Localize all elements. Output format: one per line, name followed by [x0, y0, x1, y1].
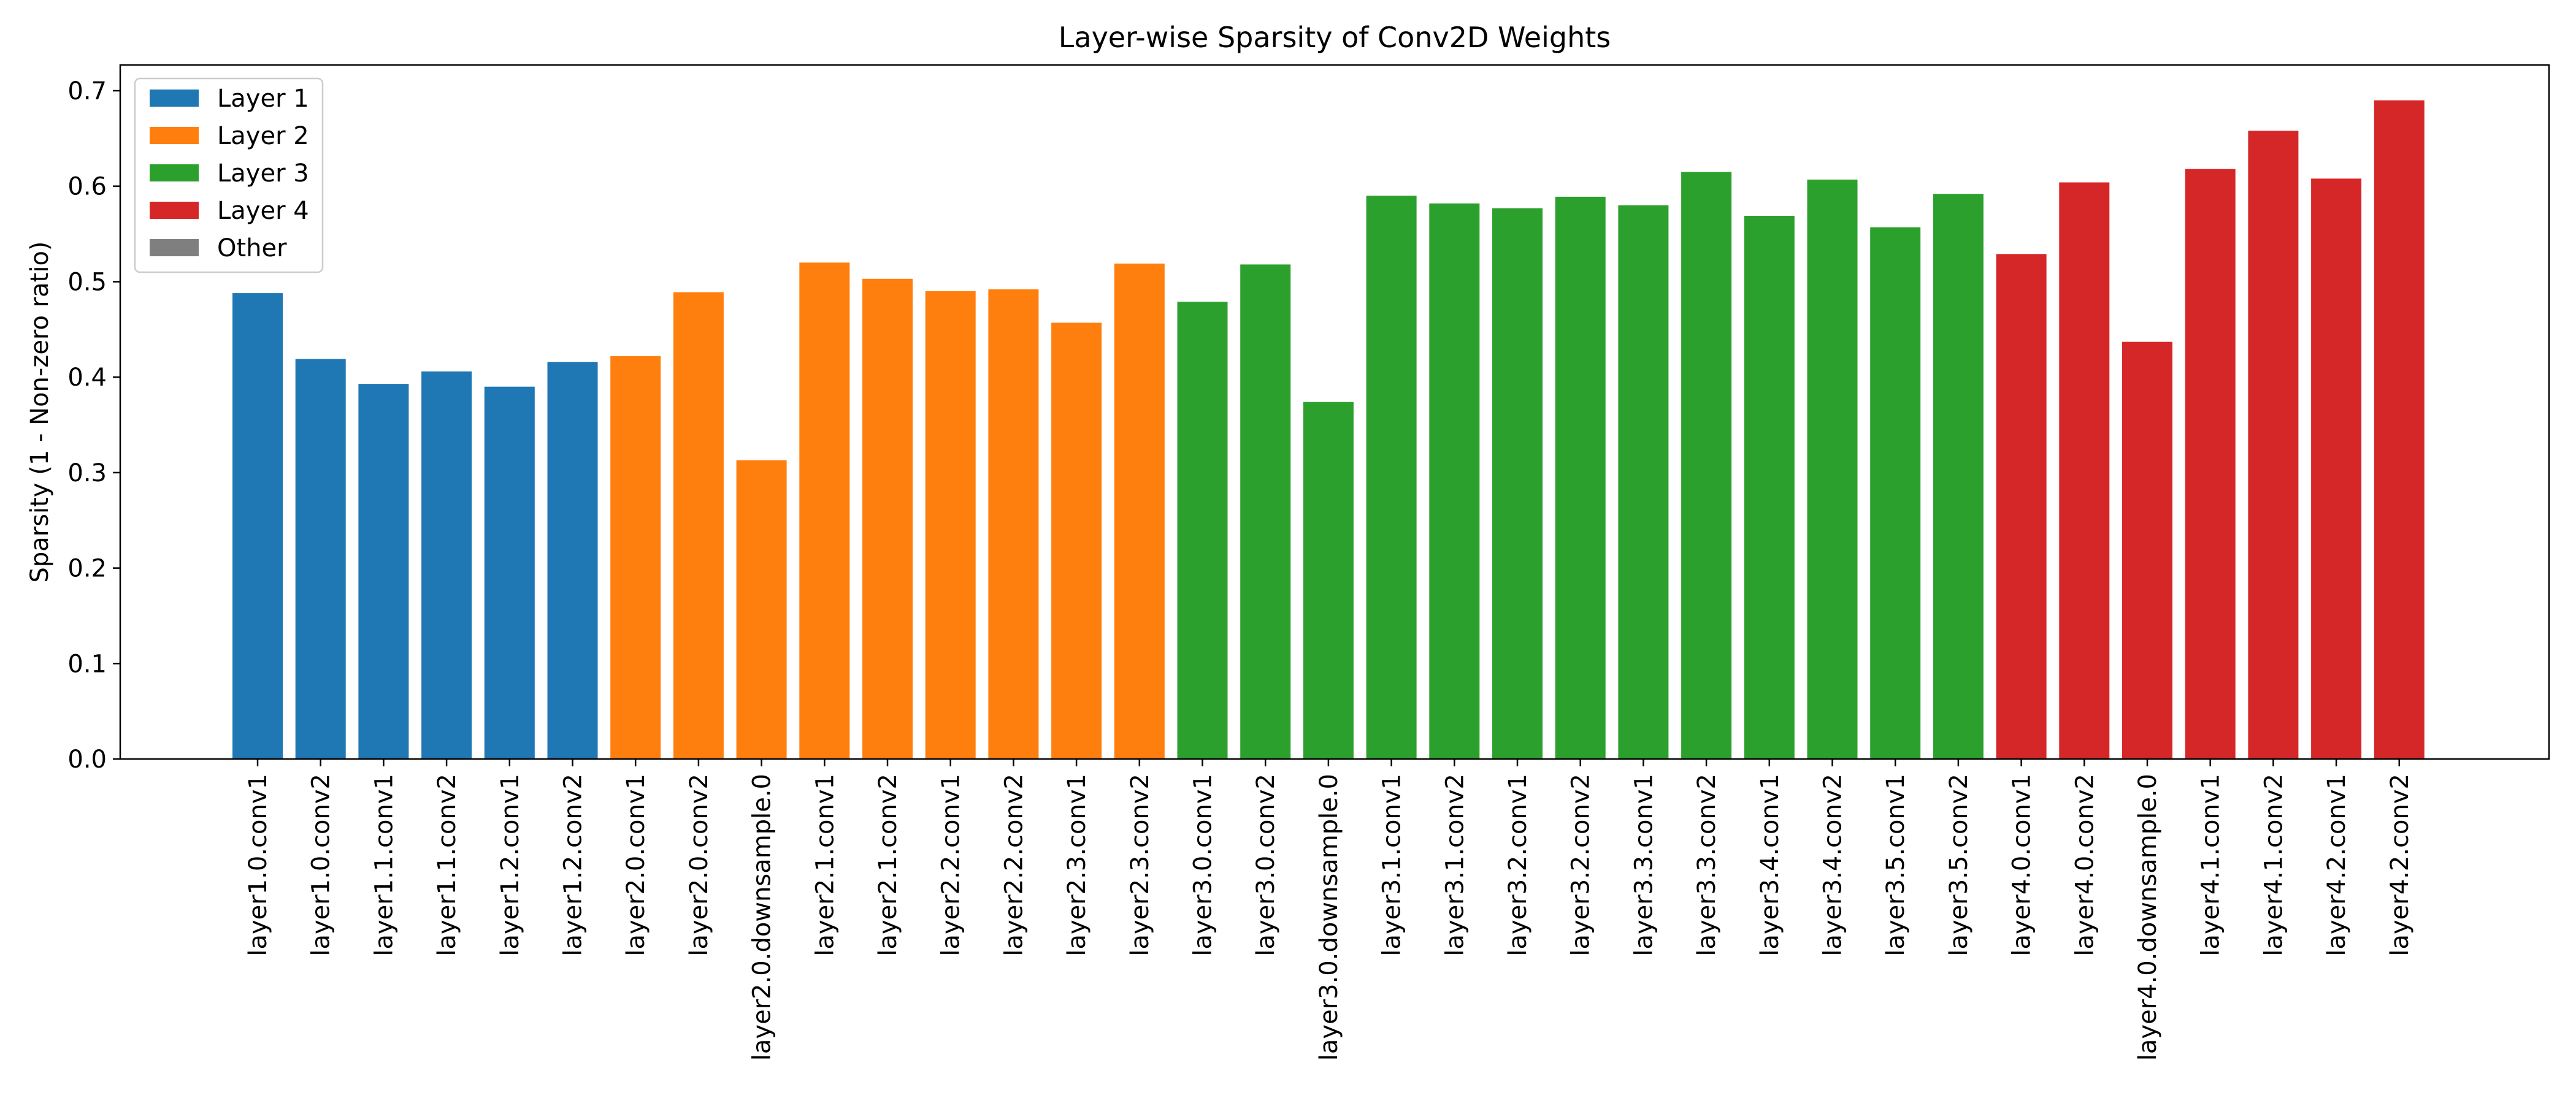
y-tick-label: 0.3 [67, 459, 107, 487]
legend-label: Layer 4 [217, 197, 309, 225]
x-tick-label: layer3.4.conv2 [1819, 774, 1847, 956]
x-tick-label: layer1.1.conv2 [433, 774, 461, 956]
x-tick-label: layer2.1.conv1 [811, 774, 839, 956]
bar-layer2.0.conv2 [673, 292, 724, 760]
y-tick-label: 0.7 [67, 77, 107, 105]
chart-title: Layer-wise Sparsity of Conv2D Weights [1059, 21, 1611, 54]
y-tick-label: 0.4 [67, 364, 107, 392]
y-tick-label: 0.2 [67, 555, 107, 583]
legend-swatch [150, 202, 199, 219]
bar-layer2.1.conv1 [799, 262, 850, 759]
x-tick-label: layer3.1.conv2 [1441, 774, 1469, 956]
x-tick-label: layer2.3.conv2 [1126, 774, 1154, 956]
bar-layer3.2.conv1 [1492, 208, 1543, 760]
bar-layer3.1.conv2 [1429, 203, 1480, 759]
bar-layer3.0.conv2 [1240, 264, 1291, 759]
x-tick-label: layer4.0.conv1 [2008, 774, 2036, 956]
bar-layer1.2.conv1 [484, 386, 535, 759]
bar-layer3.0.conv1 [1177, 302, 1228, 759]
y-tick-label: 0.1 [67, 650, 107, 678]
legend-swatch [150, 164, 199, 181]
bar-layer2.0.downsample.0 [736, 460, 787, 759]
bar-layer2.1.conv2 [862, 278, 913, 759]
legend-swatch [150, 127, 199, 144]
bar-layer3.4.conv2 [1807, 179, 1858, 759]
bar-layer4.2.conv2 [2374, 100, 2425, 760]
x-tick-label: layer2.1.conv2 [874, 774, 902, 956]
bar-layer2.2.conv2 [988, 289, 1039, 759]
bars-layer [232, 100, 2425, 760]
x-tick-label: layer2.0.conv2 [685, 774, 713, 956]
x-tick-label: layer3.1.conv1 [1378, 774, 1406, 956]
bar-layer3.2.conv2 [1555, 196, 1606, 759]
x-tick-label: layer2.2.conv2 [1000, 774, 1028, 956]
y-ticks-layer: 0.0 0.1 0.2 0.3 0.4 0.5 0.6 0.7 [67, 77, 120, 774]
legend-label: Layer 2 [217, 122, 309, 150]
x-tick-label: layer4.2.conv2 [2386, 774, 2414, 956]
bar-layer2.3.conv1 [1051, 322, 1102, 759]
x-tick-label: layer3.4.conv1 [1756, 774, 1784, 956]
y-tick-label: 0.5 [67, 269, 107, 297]
legend-swatch [150, 90, 199, 107]
x-tick-label: layer4.0.downsample.0 [2134, 774, 2162, 1061]
bar-layer1.1.conv1 [358, 384, 409, 759]
bar-layer4.1.conv1 [2185, 169, 2236, 759]
x-tick-label: layer2.0.downsample.0 [748, 774, 776, 1061]
legend-label: Layer 1 [217, 85, 309, 113]
x-tick-label: layer3.0.conv2 [1252, 774, 1280, 956]
x-tick-label: layer3.3.conv2 [1693, 774, 1721, 956]
bar-layer1.2.conv2 [547, 362, 598, 759]
bar-layer4.0.conv2 [2059, 182, 2110, 759]
x-tick-label: layer1.0.conv1 [244, 774, 272, 956]
bar-layer2.2.conv1 [925, 291, 976, 759]
bar-layer4.0.conv1 [1996, 254, 2047, 759]
x-tick-label: layer3.5.conv1 [1882, 774, 1910, 956]
x-tick-label: layer1.2.conv1 [496, 774, 524, 956]
x-tick-label: layer3.0.downsample.0 [1315, 774, 1343, 1061]
y-tick-label: 0.0 [67, 746, 107, 774]
x-tick-label: layer1.1.conv1 [370, 774, 398, 956]
bar-layer1.1.conv2 [421, 371, 472, 759]
bar-layer3.1.conv1 [1366, 196, 1417, 759]
x-tick-label: layer2.2.conv1 [937, 774, 965, 956]
bar-layer1.0.conv2 [295, 359, 346, 759]
bar-layer4.2.conv1 [2311, 178, 2362, 759]
bar-layer2.0.conv1 [610, 356, 661, 759]
plot-frame [119, 64, 2550, 760]
bar-layer3.3.conv1 [1618, 205, 1669, 759]
x-tick-label: layer3.2.conv2 [1567, 774, 1595, 956]
x-tick-label: layer4.1.conv1 [2197, 774, 2225, 956]
x-tick-label: layer4.2.conv1 [2323, 774, 2351, 956]
x-tick-label: layer1.0.conv2 [307, 774, 335, 956]
bar-layer3.3.conv2 [1681, 172, 1732, 759]
legend-swatch [150, 239, 199, 256]
bar-layer3.0.downsample.0 [1303, 402, 1354, 759]
x-ticks-layer: layer1.0.conv1 layer1.0.conv2 layer1.1.con… [244, 759, 2414, 1061]
x-tick-label: layer3.0.conv1 [1189, 774, 1217, 956]
y-tick-label: 0.6 [67, 173, 107, 201]
legend-label: Layer 3 [217, 159, 309, 188]
x-tick-label: layer4.1.conv2 [2260, 774, 2288, 956]
bar-layer1.0.conv1 [232, 293, 283, 760]
legend: Layer 1 Layer 2 Layer 3 Layer 4 Other [134, 77, 324, 273]
bar-layer3.4.conv1 [1744, 216, 1795, 759]
x-tick-label: layer1.2.conv2 [559, 774, 588, 956]
legend-label: Other [217, 234, 287, 262]
bar-layer2.3.conv2 [1114, 263, 1165, 759]
x-tick-label: layer4.0.conv2 [2071, 774, 2099, 956]
bar-layer3.5.conv2 [1933, 194, 1984, 759]
x-tick-label: layer3.5.conv2 [1945, 774, 1973, 956]
x-tick-label: layer3.2.conv1 [1504, 774, 1532, 956]
bar-layer4.0.downsample.0 [2122, 341, 2172, 759]
x-tick-label: layer3.3.conv1 [1630, 774, 1658, 956]
y-axis-label: Sparsity (1 - Non-zero ratio) [26, 241, 54, 582]
bar-layer4.1.conv2 [2248, 131, 2299, 759]
bar-layer3.5.conv1 [1870, 227, 1921, 759]
x-tick-label: layer2.3.conv1 [1063, 774, 1091, 956]
x-tick-label: layer2.0.conv1 [622, 774, 650, 956]
